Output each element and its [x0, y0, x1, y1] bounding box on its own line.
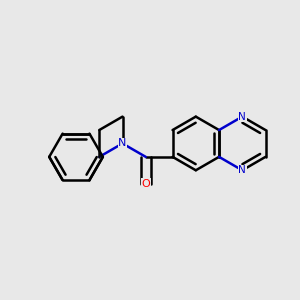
Text: N: N: [118, 139, 127, 148]
Text: N: N: [238, 165, 246, 175]
Text: N: N: [238, 112, 246, 122]
Text: O: O: [141, 179, 150, 189]
